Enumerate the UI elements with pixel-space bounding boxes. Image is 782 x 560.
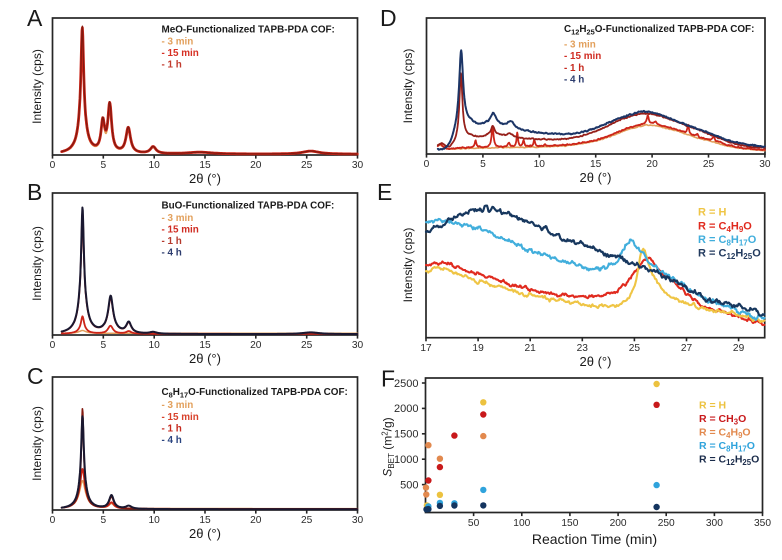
svg-text:- 3 min: - 3 min bbox=[162, 213, 194, 224]
svg-text:10: 10 bbox=[149, 515, 161, 526]
svg-text:BuO-Functionalized TAPB-PDA CO: BuO-Functionalized TAPB-PDA COF: bbox=[162, 201, 335, 212]
svg-text:15: 15 bbox=[199, 515, 211, 526]
svg-text:R = H: R = H bbox=[699, 400, 726, 412]
svg-text:0: 0 bbox=[50, 340, 56, 351]
svg-text:200: 200 bbox=[610, 518, 627, 529]
svg-text:D: D bbox=[380, 5, 397, 31]
svg-text:17: 17 bbox=[420, 343, 432, 354]
svg-text:150: 150 bbox=[561, 518, 578, 529]
svg-text:- 3 min: - 3 min bbox=[162, 400, 194, 411]
svg-text:21: 21 bbox=[525, 343, 537, 354]
svg-text:MeO-Functionalized TAPB-PDA CO: MeO-Functionalized TAPB-PDA COF: bbox=[162, 25, 335, 36]
svg-text:350: 350 bbox=[754, 518, 771, 529]
svg-text:- 1 h: - 1 h bbox=[162, 60, 182, 71]
svg-text:R = H: R = H bbox=[698, 207, 726, 219]
svg-text:30: 30 bbox=[352, 160, 364, 171]
svg-text:A: A bbox=[27, 5, 43, 31]
svg-text:2θ (°): 2θ (°) bbox=[189, 526, 221, 541]
svg-text:25: 25 bbox=[703, 159, 715, 170]
svg-text:19: 19 bbox=[472, 343, 484, 354]
svg-text:- 4 h: - 4 h bbox=[162, 435, 182, 446]
svg-text:50: 50 bbox=[468, 518, 480, 529]
svg-text:R = C12​H25​O: R = C12​H25​O bbox=[698, 248, 761, 262]
svg-text:23: 23 bbox=[577, 343, 589, 354]
svg-text:29: 29 bbox=[733, 343, 745, 354]
svg-text:R = CH3​O: R = CH3​O bbox=[699, 413, 746, 427]
svg-text:250: 250 bbox=[658, 518, 675, 529]
svg-text:C8​H17​O-Functionalized TAPB-P: C8​H17​O-Functionalized TAPB-PDA COF: bbox=[162, 387, 348, 400]
svg-text:E: E bbox=[377, 179, 392, 205]
svg-text:20: 20 bbox=[250, 340, 262, 351]
svg-text:- 3 min: - 3 min bbox=[564, 40, 596, 51]
svg-text:R = C8​H17​O: R = C8​H17​O bbox=[698, 234, 757, 248]
svg-text:Intensity (cps): Intensity (cps) bbox=[30, 49, 44, 124]
svg-text:2θ (°): 2θ (°) bbox=[189, 171, 221, 186]
svg-text:5: 5 bbox=[100, 340, 106, 351]
svg-text:- 3 min: - 3 min bbox=[162, 37, 194, 48]
svg-text:15: 15 bbox=[199, 160, 211, 171]
svg-text:Intensity (cps): Intensity (cps) bbox=[401, 49, 415, 124]
svg-text:- 4 h: - 4 h bbox=[162, 248, 182, 259]
svg-text:- 15 min: - 15 min bbox=[162, 48, 199, 59]
svg-text:5: 5 bbox=[100, 515, 106, 526]
svg-text:C: C bbox=[27, 363, 44, 389]
svg-text:- 1 h: - 1 h bbox=[162, 424, 182, 435]
svg-text:SBET (m2/g): SBET (m2/g) bbox=[381, 417, 396, 476]
svg-text:25: 25 bbox=[629, 343, 641, 354]
svg-text:2θ (°): 2θ (°) bbox=[580, 170, 612, 185]
svg-text:Reaction Time (min): Reaction Time (min) bbox=[532, 531, 657, 547]
svg-text:30: 30 bbox=[759, 159, 771, 170]
svg-text:10: 10 bbox=[534, 159, 546, 170]
svg-text:0: 0 bbox=[50, 515, 56, 526]
svg-text:R = C4​H9​O: R = C4​H9​O bbox=[698, 221, 752, 235]
svg-text:15: 15 bbox=[199, 340, 211, 351]
svg-text:2500: 2500 bbox=[394, 378, 418, 390]
svg-text:27: 27 bbox=[681, 343, 693, 354]
svg-text:100: 100 bbox=[513, 518, 530, 529]
svg-text:0: 0 bbox=[50, 160, 56, 171]
svg-text:2θ (°): 2θ (°) bbox=[189, 351, 221, 366]
svg-text:Intensity (cps): Intensity (cps) bbox=[401, 228, 415, 303]
svg-text:2θ (°): 2θ (°) bbox=[580, 354, 612, 369]
svg-text:20: 20 bbox=[250, 160, 262, 171]
svg-text:2000: 2000 bbox=[394, 403, 418, 415]
svg-text:C12​H25​O-Functionalized TAPB-: C12​H25​O-Functionalized TAPB-PDA COF: bbox=[564, 24, 754, 37]
svg-text:- 15 min: - 15 min bbox=[564, 51, 601, 62]
svg-text:Intensity (cps): Intensity (cps) bbox=[30, 226, 44, 301]
svg-text:- 15 min: - 15 min bbox=[162, 412, 199, 423]
svg-text:- 1 h: - 1 h bbox=[564, 63, 584, 74]
svg-text:300: 300 bbox=[706, 518, 723, 529]
svg-text:1500: 1500 bbox=[394, 429, 418, 441]
svg-text:30: 30 bbox=[352, 340, 364, 351]
svg-text:30: 30 bbox=[352, 515, 364, 526]
svg-text:20: 20 bbox=[250, 515, 262, 526]
svg-text:10: 10 bbox=[149, 160, 161, 171]
svg-text:5: 5 bbox=[100, 160, 106, 171]
svg-text:15: 15 bbox=[590, 159, 602, 170]
svg-text:5: 5 bbox=[480, 159, 486, 170]
svg-text:F: F bbox=[381, 366, 395, 392]
svg-text:0: 0 bbox=[424, 159, 430, 170]
svg-text:10: 10 bbox=[149, 340, 161, 351]
svg-text:- 15 min: - 15 min bbox=[162, 225, 199, 236]
svg-text:- 1 h: - 1 h bbox=[162, 236, 182, 247]
svg-text:R = C12​H25​O: R = C12​H25​O bbox=[699, 454, 759, 468]
svg-text:B: B bbox=[27, 179, 42, 205]
svg-text:1000: 1000 bbox=[394, 454, 418, 466]
svg-text:25: 25 bbox=[301, 515, 313, 526]
svg-text:25: 25 bbox=[301, 160, 313, 171]
svg-text:500: 500 bbox=[400, 479, 418, 491]
svg-text:20: 20 bbox=[646, 159, 658, 170]
svg-text:Intensity (cps): Intensity (cps) bbox=[30, 406, 44, 481]
svg-text:- 4 h: - 4 h bbox=[564, 75, 584, 86]
svg-text:R = C4​H9​O: R = C4​H9​O bbox=[699, 427, 751, 441]
svg-text:R = C8​H17​O: R = C8​H17​O bbox=[699, 440, 755, 454]
svg-text:25: 25 bbox=[301, 340, 313, 351]
